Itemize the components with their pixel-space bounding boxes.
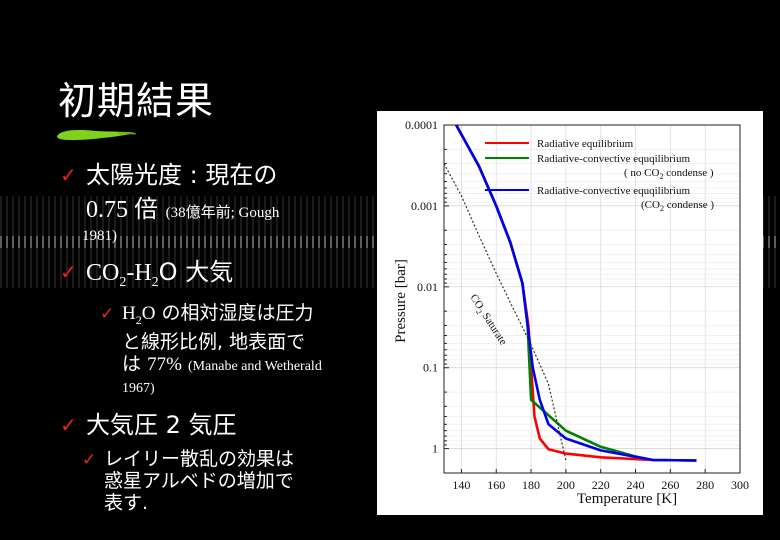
bullet-text: CO2-H2O 大気: [86, 258, 234, 290]
bullet-pressure: ✓ 大気圧 2 気圧: [60, 410, 380, 440]
slide-title: 初期結果: [58, 79, 215, 123]
x-tick-label: 260: [661, 478, 679, 492]
pressure-temperature-chart: 140 160 180 200 220 240 260 280 300 0.0001 0.001 0.…: [377, 111, 763, 515]
chart-series: [443, 124, 697, 462]
bullet-atmosphere: ✓ CO2-H2O 大気: [60, 257, 380, 298]
citation: (Manabe and Wetherald: [187, 358, 322, 374]
check-icon: ✓: [60, 163, 77, 187]
y-tick-label: 0.0001: [405, 118, 438, 132]
series-line-co2_saturate: [443, 163, 567, 461]
sub-bullet-text: レイリー散乱の効果は 惑星アルベドの増加で 表す.: [104, 447, 295, 514]
sub-bullet-text: H2O の相対湿度は圧力 と線形比例, 地表面で は 77% (Manabe a…: [122, 302, 322, 400]
check-icon: ✓: [60, 412, 77, 437]
x-tick-label: 280: [696, 478, 714, 492]
sub-bullet-rayleigh: ✓ レイリー散乱の効果は 惑星アルベドの増加で 表す.: [82, 448, 380, 514]
series-line-rc_condense: [455, 124, 697, 462]
y-axis-label: Pressure [bar]: [393, 259, 409, 343]
y-tick-label: 0.1: [423, 361, 438, 375]
y-tick-label: 0.001: [411, 199, 438, 213]
check-icon: ✓: [82, 449, 97, 470]
legend-label: Radiative-convective equqilibrium: [537, 185, 690, 197]
chart-svg: 140 160 180 200 220 240 260 280 300 0.0001 0.001 0.…: [393, 118, 749, 507]
y-tick-label: 0.01: [417, 280, 438, 294]
plot-frame: [443, 124, 741, 474]
legend-label: Radiative-convective equqilibrium: [537, 153, 690, 165]
co2-saturate-annotation: CO2 Saturate: [466, 292, 509, 348]
x-tick-label: 160: [487, 478, 505, 492]
check-icon: ✓: [60, 260, 77, 284]
citation-cont: 1967): [122, 380, 155, 396]
x-tick-label: 300: [731, 478, 749, 492]
y-tick-label: 1: [432, 442, 438, 456]
chart-ticks: 140 160 180 200 220 240 260 280 300 0.0001 0.001 0.…: [405, 118, 749, 492]
legend-label: Radiative equilibrium: [537, 138, 634, 150]
x-tick-label: 180: [522, 478, 540, 492]
bullet-solar-luminosity: ✓ 太陽光度 : 現在の 0.75 倍 (38億年前; Gough 1981): [60, 160, 380, 245]
x-tick-label: 140: [452, 478, 470, 492]
bullet-text: 太陽光度 : 現在の: [86, 161, 278, 189]
x-tick-label: 220: [592, 478, 610, 492]
x-tick-label: 200: [557, 478, 575, 492]
sub-bullet-humidity: ✓ H2O の相対湿度は圧力 と線形比例, 地表面で は 77% (Manabe…: [100, 302, 380, 400]
check-icon: ✓: [100, 303, 115, 324]
x-tick-label: 240: [627, 478, 645, 492]
citation: (38億年前; Gough: [165, 205, 280, 221]
bullet-list: ✓ 太陽光度 : 現在の 0.75 倍 (38億年前; Gough 1981) …: [60, 160, 380, 514]
citation-cont: 1981): [82, 228, 117, 244]
bullet-text: 大気圧 2 気圧: [86, 410, 237, 439]
green-brush-stroke: [56, 130, 137, 141]
x-axis-label: Temperature [K]: [577, 491, 677, 507]
legend-label-detail: ( no CO2 condense ): [624, 167, 714, 181]
chart-legend: Radiative equilibrium Radiative-convecti…: [485, 138, 714, 213]
legend-label-detail: (CO2 condense ): [641, 199, 714, 213]
bullet-text-2: 0.75 倍 (38億年前; Gough: [86, 197, 280, 223]
